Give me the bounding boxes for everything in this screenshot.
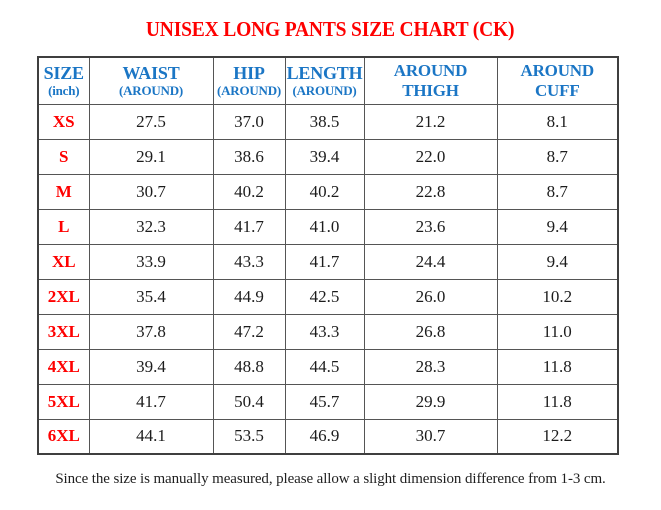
cell-value: 29.1 <box>88 138 214 175</box>
size-label: S <box>37 138 90 175</box>
table-row-5xl: 5XL 41.7 50.4 45.7 29.9 11.8 <box>37 383 619 420</box>
cell-value: 24.4 <box>363 243 498 280</box>
cell-value: 38.5 <box>284 103 365 140</box>
cell-value: 32.3 <box>88 208 214 245</box>
cell-value: 8.7 <box>496 138 619 175</box>
header-line2: (inch) <box>48 83 80 99</box>
cell-value: 39.4 <box>284 138 365 175</box>
size-chart-table: SIZE (inch) WAIST (AROUND) HIP (AROUND) LENGTH… <box>37 56 619 455</box>
header-line1: AROUND <box>520 60 595 80</box>
cell-value: 41.0 <box>284 208 365 245</box>
table-row-6xl: 6XL 44.1 53.5 46.9 30.7 12.2 <box>37 418 619 455</box>
cell-value: 28.3 <box>363 348 498 385</box>
cell-value: 21.2 <box>363 103 498 140</box>
size-label: XS <box>37 103 90 140</box>
cell-value: 38.6 <box>212 138 286 175</box>
cell-value: 46.9 <box>284 418 365 455</box>
cell-value: 47.2 <box>212 313 286 350</box>
size-label: 3XL <box>37 313 90 350</box>
cell-value: 53.5 <box>212 418 286 455</box>
table-row-l: L 32.3 41.7 41.0 23.6 9.4 <box>37 208 619 245</box>
table-row-xs: XS 27.5 37.0 38.5 21.2 8.1 <box>37 103 619 140</box>
cell-value: 37.0 <box>212 103 286 140</box>
table-row-xl: XL 33.9 43.3 41.7 24.4 9.4 <box>37 243 619 280</box>
cell-value: 8.1 <box>496 103 619 140</box>
size-label: M <box>37 173 90 210</box>
cell-value: 50.4 <box>212 383 286 420</box>
header-line2: (AROUND) <box>118 83 184 99</box>
table-row-4xl: 4XL 39.4 48.8 44.5 28.3 11.8 <box>37 348 619 385</box>
header-line1: LENGTH <box>286 63 363 84</box>
cell-value: 29.9 <box>363 383 498 420</box>
cell-value: 11.0 <box>496 313 619 350</box>
header-line2: (AROUND) <box>292 83 357 99</box>
column-header-around-thigh: AROUND THIGH <box>363 56 498 105</box>
cell-value: 41.7 <box>212 208 286 245</box>
cell-value: 44.9 <box>212 278 286 315</box>
size-label: 4XL <box>37 348 90 385</box>
cell-value: 43.3 <box>284 313 365 350</box>
cell-value: 48.8 <box>212 348 286 385</box>
cell-value: 40.2 <box>284 173 365 210</box>
cell-value: 9.4 <box>496 243 619 280</box>
header-row: SIZE (inch) WAIST (AROUND) HIP (AROUND) LENGTH… <box>37 56 619 105</box>
column-header-hip-around: HIP (AROUND) <box>212 56 286 105</box>
cell-value: 44.5 <box>284 348 365 385</box>
header-line1: WAIST <box>122 63 180 84</box>
header-line2: THIGH <box>402 80 459 100</box>
cell-value: 27.5 <box>88 103 214 140</box>
cell-value: 26.8 <box>363 313 498 350</box>
cell-value: 26.0 <box>363 278 498 315</box>
cell-value: 44.1 <box>88 418 214 455</box>
size-label: 2XL <box>37 278 90 315</box>
header-line1: AROUND <box>393 60 468 80</box>
size-label: XL <box>37 243 90 280</box>
cell-value: 22.8 <box>363 173 498 210</box>
cell-value: 9.4 <box>496 208 619 245</box>
header-line2: CUFF <box>534 80 580 100</box>
footer-note: Since the size is manually measured, ple… <box>55 471 606 487</box>
table-row-2xl: 2XL 35.4 44.9 42.5 26.0 10.2 <box>37 278 619 315</box>
size-label: 5XL <box>37 383 90 420</box>
cell-value: 35.4 <box>88 278 214 315</box>
column-header-around-cuff: AROUND CUFF <box>496 56 619 105</box>
header-line1: SIZE <box>43 63 84 84</box>
table-row-s: S 29.1 38.6 39.4 22.0 8.7 <box>37 138 619 175</box>
cell-value: 40.2 <box>212 173 286 210</box>
table-row-3xl: 3XL 37.8 47.2 43.3 26.8 11.0 <box>37 313 619 350</box>
cell-value: 39.4 <box>88 348 214 385</box>
cell-value: 41.7 <box>284 243 365 280</box>
cell-value: 11.8 <box>496 348 619 385</box>
cell-value: 37.8 <box>88 313 214 350</box>
size-label: L <box>37 208 90 245</box>
cell-value: 23.6 <box>363 208 498 245</box>
table-row-m: M 30.7 40.2 40.2 22.8 8.7 <box>37 173 619 210</box>
column-header-length-around: LENGTH (AROUND) <box>284 56 365 105</box>
page-title: UNISEX LONG PANTS SIZE CHART (CK) <box>146 17 515 41</box>
title-bar: UNISEX LONG PANTS SIZE CHART (CK) <box>0 17 661 41</box>
cell-value: 42.5 <box>284 278 365 315</box>
cell-value: 8.7 <box>496 173 619 210</box>
header-line1: HIP <box>233 63 265 84</box>
cell-value: 30.7 <box>363 418 498 455</box>
cell-value: 45.7 <box>284 383 365 420</box>
column-header-size-inch: SIZE (inch) <box>37 56 90 105</box>
cell-value: 43.3 <box>212 243 286 280</box>
cell-value: 41.7 <box>88 383 214 420</box>
cell-value: 30.7 <box>88 173 214 210</box>
cell-value: 33.9 <box>88 243 214 280</box>
table-body: XS 27.5 37.0 38.5 21.2 8.1 S 29.1 38.6 39.4 22.0 8.… <box>37 103 619 455</box>
cell-value: 10.2 <box>496 278 619 315</box>
cell-value: 22.0 <box>363 138 498 175</box>
size-label: 6XL <box>37 418 90 455</box>
cell-value: 12.2 <box>496 418 619 455</box>
column-header-waist-around: WAIST (AROUND) <box>88 56 214 105</box>
header-line2: (AROUND) <box>216 83 282 99</box>
cell-value: 11.8 <box>496 383 619 420</box>
